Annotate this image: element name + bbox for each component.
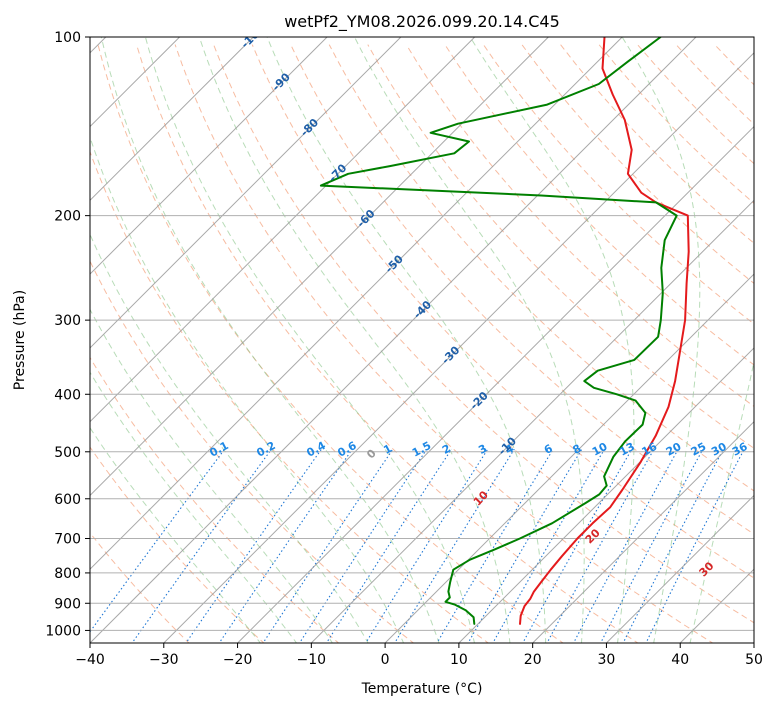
isotherm [237, 125, 754, 643]
chart-title: wetPf2_YM08.2026.099.20.14.C45 [284, 12, 560, 32]
dry-adiabat [97, 44, 564, 643]
mixing-ratio-line [436, 448, 554, 643]
x-tick-label: 0 [381, 652, 390, 668]
moist-adiabat [90, 371, 298, 643]
dry-adiabat [251, 44, 754, 579]
dry-adiabat [90, 260, 415, 643]
mixing-ratio-line [522, 448, 633, 643]
isotherm [310, 199, 754, 643]
isotherm [90, 37, 402, 349]
y-tick-label: 700 [54, 532, 81, 548]
mixing-ratio-line [218, 448, 353, 643]
isotherms [90, 37, 754, 643]
x-axis-label: Temperature (°C) [361, 681, 483, 697]
x-tick-label: 30 [597, 652, 615, 668]
moist-adiabat [90, 308, 334, 643]
x-axis: −40 −30 −20 −10 0 10 20 30 40 50 [75, 643, 763, 668]
mixing-ratio-label: 10 [590, 440, 610, 459]
moist-adiabat [469, 37, 635, 643]
moist-adiabat [353, 37, 585, 643]
mixing-ratio-line [394, 448, 515, 643]
mixing-ratio-line [622, 448, 724, 643]
x-tick-label: 50 [745, 652, 763, 668]
x-tick-label: 20 [524, 652, 542, 668]
isotherm [532, 420, 754, 643]
y-tick-label: 400 [54, 387, 81, 403]
isotherm [90, 37, 697, 643]
mixing-ratio-label: 25 [689, 440, 709, 459]
y-tick-label: 600 [54, 492, 81, 508]
x-tick-label: −10 [297, 652, 327, 668]
dry-adiabat [90, 356, 340, 643]
mixing-ratio-line [298, 448, 428, 643]
mixing-ratio-label: 20 [664, 440, 684, 459]
y-tick-label: 1000 [45, 623, 81, 639]
moist-adiabat [144, 37, 475, 643]
mixing-ratio-label: 13 [617, 440, 637, 459]
y-tick-label: 500 [54, 445, 81, 461]
moist-adiabat [90, 135, 405, 643]
y-tick-label: 200 [54, 209, 81, 225]
dewpoint-line [319, 37, 678, 625]
dry-adiabat [90, 446, 265, 643]
moist-adiabat [689, 359, 754, 643]
moist-adiabats [90, 37, 754, 643]
mixing-ratio-line [262, 448, 394, 643]
temperature-line [519, 37, 690, 625]
isobars [90, 37, 754, 631]
x-tick-label: −30 [149, 652, 179, 668]
moist-adiabat [90, 426, 262, 643]
mixing-ratio-line [365, 448, 489, 643]
isotherm [458, 347, 754, 643]
isotherm [90, 37, 623, 570]
moist-adiabat [266, 37, 547, 643]
isotherm [90, 37, 549, 497]
y-axis-label: Pressure (hPa) [12, 290, 28, 390]
dry-adiabat [174, 44, 714, 643]
moist-adiabat [100, 37, 440, 643]
x-tick-label: 10 [450, 652, 468, 668]
dry-adiabat [136, 44, 639, 643]
mixing-ratio-line [185, 448, 322, 643]
isotherm [90, 37, 254, 202]
x-tick-label: 40 [671, 652, 689, 668]
y-tick-label: 800 [54, 566, 81, 582]
x-tick-label: −20 [223, 652, 253, 668]
y-tick-label: 300 [54, 313, 81, 329]
plot-frame [89, 36, 755, 644]
y-axis: 1000 900 800 700 600 500 400 300 200 100 [45, 30, 90, 639]
mixing-ratio-line [492, 448, 605, 643]
mixing-ratio-line [325, 448, 452, 643]
profile-series [319, 37, 690, 625]
dry-adiabat [328, 44, 754, 492]
dry-adiabat [290, 44, 754, 535]
moist-adiabat [198, 37, 511, 643]
x-tick-label: −40 [75, 652, 105, 668]
isotherm [384, 273, 754, 643]
moist-adiabat [90, 233, 369, 643]
isotherm [90, 37, 476, 423]
isotherm [163, 52, 754, 643]
mixing-ratio-label: 16 [640, 440, 660, 459]
mixing-ratio-label: 36 [730, 440, 750, 459]
y-tick-label: 100 [54, 30, 81, 46]
moist-adiabat [621, 37, 701, 643]
mixing-ratio-label: 30 [709, 440, 729, 459]
isotherm [90, 37, 328, 275]
y-tick-label: 900 [54, 596, 81, 612]
mixing-ratio-line [600, 448, 704, 643]
isotherm [606, 494, 754, 643]
mixing-ratio-lines [90, 448, 745, 643]
